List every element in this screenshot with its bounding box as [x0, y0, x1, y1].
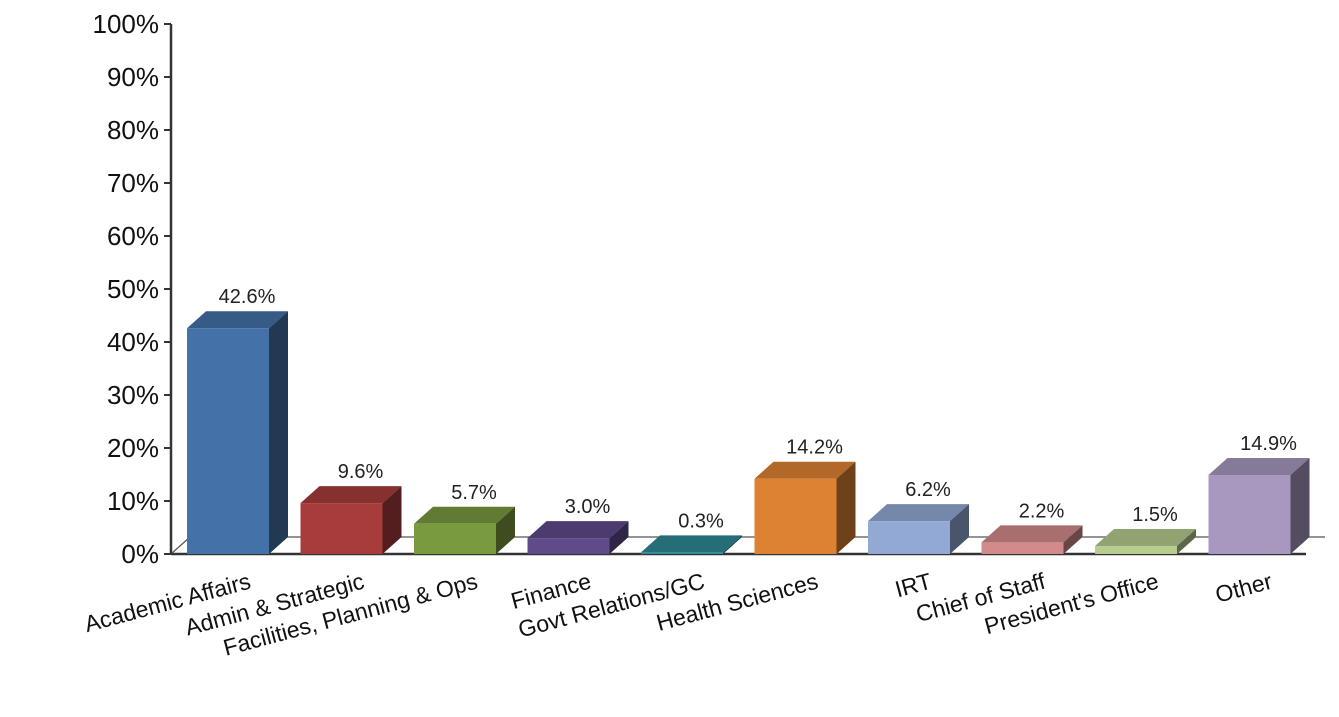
bar-value-label: 9.6% — [338, 461, 384, 483]
bar-front-face — [1095, 546, 1177, 554]
bar — [187, 311, 288, 554]
bar — [641, 535, 742, 554]
bar — [300, 486, 402, 554]
bar-side-face — [382, 486, 402, 554]
bar-value-label: 42.6% — [219, 286, 276, 308]
y-tick-label: 40% — [107, 327, 159, 357]
bar-side-face — [496, 506, 515, 554]
bar-top-face — [300, 486, 402, 504]
bar-value-label: 14.9% — [1240, 433, 1297, 455]
floor-left-edge — [170, 536, 191, 555]
y-tick-label: 30% — [107, 380, 159, 410]
bar — [981, 525, 1083, 554]
bar-value-label: 0.3% — [678, 510, 724, 532]
y-tick-label: 50% — [107, 274, 159, 304]
bar-front-face — [754, 478, 837, 554]
y-tick-label: 20% — [107, 433, 159, 463]
y-tick-label: 60% — [107, 221, 159, 251]
bar-value-label: 3.0% — [565, 496, 611, 518]
x-category-label: Other — [1212, 568, 1275, 608]
bar-top-face — [754, 461, 856, 479]
bar-side-face — [609, 521, 629, 554]
bar-side-face — [269, 311, 288, 554]
bar-front-face — [527, 538, 610, 554]
bar-front-face — [868, 521, 950, 554]
bar-value-label: 5.7% — [451, 482, 497, 504]
bar-front-face — [414, 523, 496, 554]
bar-front-face — [641, 552, 723, 554]
bar-side-face — [950, 504, 969, 554]
bar-top-face — [1208, 458, 1310, 476]
bar — [754, 461, 856, 554]
bar-front-face — [981, 542, 1064, 554]
bar — [868, 504, 969, 554]
bar-top-face — [868, 504, 969, 522]
y-tick-label: 0% — [121, 539, 159, 569]
bar-side-face — [836, 461, 856, 554]
bar-top-face — [414, 506, 515, 524]
bar-value-label: 14.2% — [786, 437, 843, 459]
bar-side-face — [723, 535, 742, 554]
bar — [527, 521, 629, 554]
bar-front-face — [300, 503, 383, 554]
bar-value-label: 6.2% — [905, 479, 951, 501]
y-tick-label: 70% — [107, 168, 159, 198]
bar-side-face — [1290, 458, 1310, 554]
bar-top-face — [981, 525, 1083, 543]
bar-side-face — [1063, 525, 1083, 554]
data-labels: 42.6% 9.6% 5.7% 3.0% 0.3% 14.2% 6.2% 2.2% 1.5% 14… — [219, 286, 1297, 532]
bars — [187, 311, 1310, 554]
y-tick-label: 90% — [107, 62, 159, 92]
bar-top-face — [1095, 529, 1196, 547]
bar — [414, 506, 515, 554]
bar-top-face — [527, 521, 629, 539]
y-axis: 0% 10% 20% 30% 40% 50% 60% 70% 80% 90% 100% — [93, 9, 173, 569]
bar-front-face — [1208, 475, 1291, 554]
y-tick-label: 10% — [107, 486, 159, 516]
y-tick-label: 80% — [107, 115, 159, 145]
bar-front-face — [187, 328, 269, 554]
bar — [1208, 458, 1310, 554]
y-tick-label: 100% — [93, 9, 160, 39]
bar-side-face — [1177, 529, 1196, 554]
bar-top-face — [641, 535, 742, 553]
bar — [1095, 529, 1196, 554]
bar-value-label: 2.2% — [1019, 500, 1065, 522]
bar-value-label: 1.5% — [1132, 504, 1178, 526]
bar-top-face — [187, 311, 288, 329]
